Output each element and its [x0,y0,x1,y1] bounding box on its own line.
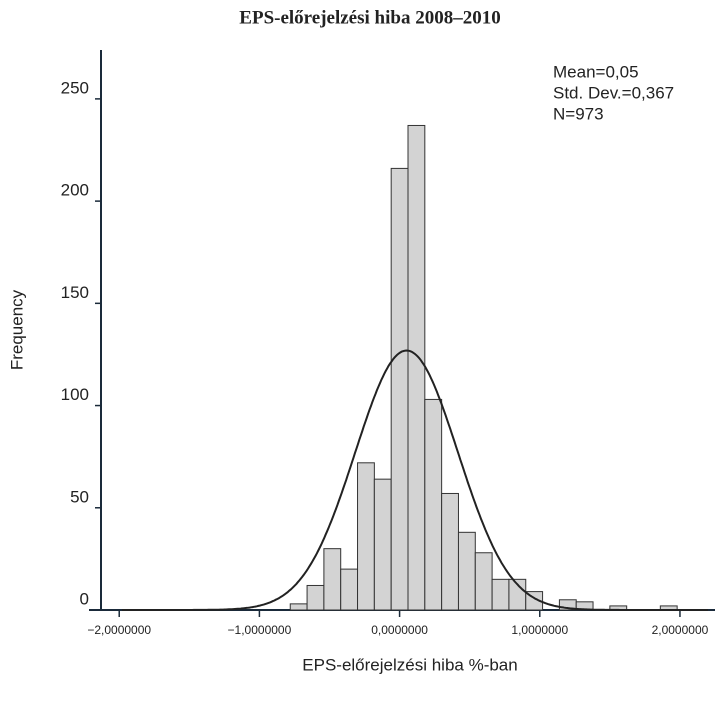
x-axis-label: EPS-előrejelzési hiba %-ban [302,655,517,674]
y-axis-label: Frequency [7,289,26,370]
bar [340,568,359,611]
bar [424,398,443,611]
y-tick-label: 150 [61,283,89,302]
bar [306,584,325,611]
annotation: Std. Dev.=0,367 [553,83,674,102]
x-tick-label: 0,0000000 [371,623,428,637]
y-tick-label: 0 [80,589,89,608]
normal-curve [122,349,708,611]
bar [441,492,459,611]
bar [289,603,308,611]
x-tick-label: −2,0000000 [87,623,151,637]
x-tick-label: 1,0000000 [511,623,568,637]
bar [457,531,476,611]
annotation: Mean=0,05 [553,62,639,81]
bar [323,548,342,611]
y-tick-label: 200 [61,181,89,200]
bar [491,578,510,611]
bar [373,478,392,611]
bar [357,462,375,611]
chart-title: EPS-előrejelzési hiba 2008–2010 [239,7,500,28]
x-tick-label: 2,0000000 [652,623,709,637]
bar [390,167,409,611]
annotation: N=973 [553,104,604,123]
y-tick-label: 100 [61,385,89,404]
bar [474,552,493,611]
bar [407,124,426,611]
y-tick-label: 250 [61,78,89,97]
y-tick-label: 50 [70,487,89,506]
x-tick-label: −1,0000000 [228,623,292,637]
